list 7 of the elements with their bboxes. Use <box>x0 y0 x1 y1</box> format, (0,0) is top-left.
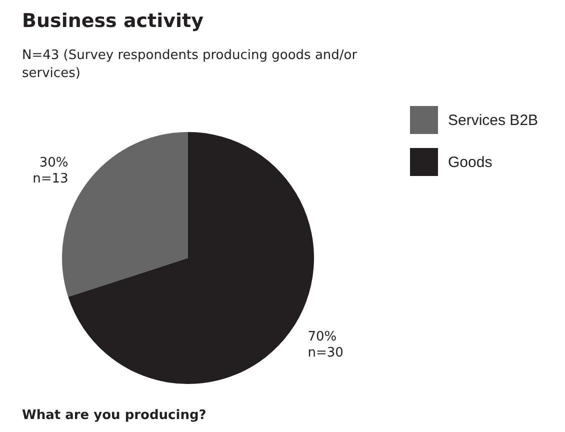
legend-label: Services B2B <box>448 112 538 128</box>
chart-subtitle: N=43 (Survey respondents producing goods and/or services) <box>22 47 358 83</box>
data-label: 30% n=13 <box>32 155 68 186</box>
text: What are you producing? <box>22 408 206 423</box>
chart-title: Business activity <box>22 10 204 32</box>
legend-label: Goods <box>448 154 492 170</box>
data-label: 70% n=30 <box>308 329 344 360</box>
